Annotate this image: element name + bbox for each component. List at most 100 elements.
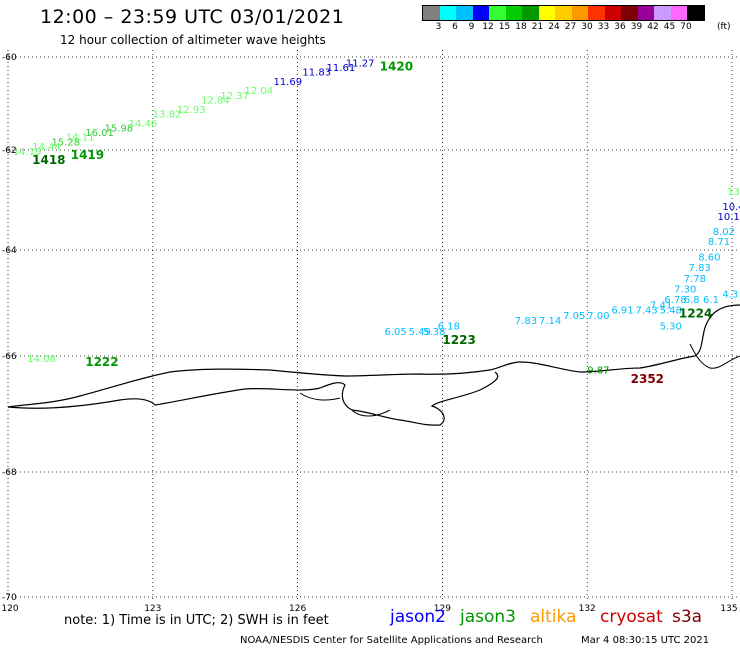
wave-height-value: 8.02 xyxy=(713,227,735,238)
pass-time-label: 1224 xyxy=(679,307,712,321)
lat-tick-label: -68 xyxy=(2,468,17,478)
wave-height-value: 7.78 xyxy=(684,274,706,285)
legend-tick-label: 15 xyxy=(498,22,511,32)
ice-shelf-outline xyxy=(7,371,499,426)
wave-height-value: 11.27 xyxy=(346,58,375,69)
wave-height-value: 14.19 xyxy=(13,147,42,158)
legend-swatch xyxy=(621,6,638,20)
wave-height-value: 12.37 xyxy=(220,91,249,102)
pass-time-label: 1418 xyxy=(32,153,65,167)
legend-tick-label: 70 xyxy=(680,22,692,32)
wave-height-value: 10.10 xyxy=(718,212,740,223)
color-legend xyxy=(422,5,705,21)
lat-tick-label: -62 xyxy=(2,146,17,156)
wave-height-value: 6.91 xyxy=(611,306,633,317)
wave-height-value: 12.84 xyxy=(201,96,230,107)
wave-height-value: 11.69 xyxy=(273,77,302,88)
generation-timestamp: Mar 4 08:30:15 UTC 2021 xyxy=(581,635,710,646)
wave-height-value: 11.61 xyxy=(327,63,356,74)
legend-swatch xyxy=(505,6,522,20)
legend-swatch xyxy=(423,6,440,20)
legend-swatch xyxy=(588,6,605,20)
credit-text: NOAA/NESDIS Center for Satellite Applica… xyxy=(240,635,543,646)
color-legend-labels: 3 6 9 12 15 18 21 24 27 30 33 36 39 42 45 70 xyxy=(422,22,740,34)
wave-height-value: 5.48 xyxy=(660,306,682,317)
lat-tick-label: -66 xyxy=(2,352,17,362)
wave-height-value: 7.05 xyxy=(563,311,585,322)
legend-unit: (ft) xyxy=(717,22,731,32)
legend-tick-label: 3 xyxy=(435,22,442,32)
wave-height-value: 16.01 xyxy=(85,128,114,139)
legend-tick-label: 36 xyxy=(614,22,626,32)
legend-tick-label: 12 xyxy=(482,22,494,32)
legend-tick-label: 42 xyxy=(647,22,659,32)
legend-swatch xyxy=(571,6,588,20)
lat-tick-label: -60 xyxy=(2,53,17,63)
legend-tick-label: 21 xyxy=(531,22,544,32)
legend-tick-label: 24 xyxy=(548,22,560,32)
legend-swatch xyxy=(489,6,506,20)
wave-height-value: 14.11 xyxy=(66,133,95,144)
legend-swatch xyxy=(637,6,654,20)
legend-swatch xyxy=(439,6,456,20)
altimeter-tracks: 14.1914.4415.2814.1116.0115.9814.4613.82… xyxy=(13,58,740,386)
wave-height-value: 12.93 xyxy=(177,105,206,116)
wave-height-value: 7.00 xyxy=(587,311,609,322)
pass-time-label: 1420 xyxy=(380,59,413,73)
lon-tick-label: 129 xyxy=(434,604,451,614)
lon-tick-label: 126 xyxy=(289,604,306,614)
lat-tick-label: -70 xyxy=(2,593,17,603)
legend-tick-label: 30 xyxy=(581,22,593,32)
wave-height-value: 14.44 xyxy=(32,142,61,153)
legend-swatch xyxy=(456,6,473,20)
legend-swatch xyxy=(522,6,539,20)
wave-height-value: 9.87 xyxy=(587,365,609,376)
footer-note: note: 1) Time is in UTC; 2) SWH is in fe… xyxy=(64,613,329,628)
legend-tick-label: 6 xyxy=(452,22,458,32)
lon-tick-label: 120 xyxy=(1,604,18,614)
wave-height-value: 12.04 xyxy=(245,86,274,97)
wave-height-value: 6.1 xyxy=(703,295,719,306)
wave-height-value: 14.08 xyxy=(27,354,56,365)
legend-swatch xyxy=(670,6,687,20)
wave-height-value: 13.82 xyxy=(153,109,182,120)
legend-swatch xyxy=(687,6,704,20)
legend-swatch xyxy=(538,6,555,20)
satellite-jason2: jason2 xyxy=(390,607,446,627)
wave-height-value: 7.83 xyxy=(689,263,711,274)
wave-height-value: 5.49 xyxy=(409,327,431,338)
wave-height-value: 5.30 xyxy=(660,322,682,333)
wave-height-value: 6.05 xyxy=(384,327,406,338)
wave-height-value: 15.98 xyxy=(105,123,134,134)
page-subtitle: 12 hour collection of altimeter wave hei… xyxy=(60,33,326,47)
antarctic-coastline xyxy=(7,304,740,408)
legend-swatch xyxy=(472,6,489,20)
wave-height-value: 6.78 xyxy=(664,295,686,306)
wave-height-value: 15.28 xyxy=(51,137,80,148)
wave-height-value: 5.38 xyxy=(423,327,445,338)
pass-time-label: 1222 xyxy=(85,355,118,369)
pass-time-label: 1419 xyxy=(71,148,104,162)
legend-swatch xyxy=(555,6,572,20)
legend-tick-label: 33 xyxy=(597,22,610,32)
wave-height-value: 7.41 xyxy=(650,300,672,311)
wave-height-value: 7.43 xyxy=(635,306,657,317)
pass-time-label: 2352 xyxy=(631,372,664,386)
legend-swatch xyxy=(654,6,671,20)
legend-tick-label: 39 xyxy=(630,22,643,32)
wave-height-value: 6.8 xyxy=(684,295,700,306)
glacier-tongue xyxy=(299,343,740,417)
wave-height-value: 7.14 xyxy=(539,316,561,327)
legend-tick-label: 45 xyxy=(663,22,676,32)
legend-tick-label: 27 xyxy=(564,22,577,32)
wave-height-value: 8.71 xyxy=(708,237,730,248)
satellite-cryosat: cryosat xyxy=(600,607,663,627)
wave-height-value: 13 xyxy=(727,187,740,198)
wave-height-value: 10.4 xyxy=(722,202,740,213)
page-title: 12:00 – 23:59 UTC 03/01/2021 xyxy=(40,6,345,28)
satellite-s3a: s3a xyxy=(672,607,703,627)
pass-time-label: 1223 xyxy=(442,333,475,347)
satellite-jason3: jason3 xyxy=(460,607,516,627)
